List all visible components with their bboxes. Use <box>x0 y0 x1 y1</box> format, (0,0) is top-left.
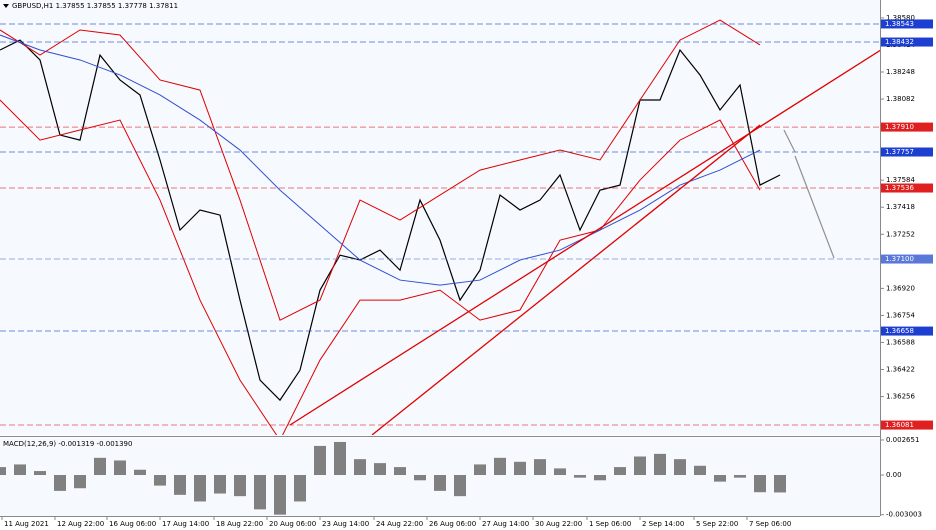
histogram-bar <box>554 468 566 476</box>
x-tick-label: 1 Sep 06:00 <box>589 520 631 528</box>
histogram-bar <box>374 463 386 476</box>
annotations <box>289 49 880 435</box>
y-tick-label: 1.36920 <box>886 284 915 292</box>
level-label: 1.37536 <box>885 184 914 192</box>
histogram-bar <box>494 457 506 476</box>
y-tick-label: 1.38580 <box>886 14 915 22</box>
y-tick-label: 1.36422 <box>886 366 915 374</box>
histogram-bar <box>254 475 266 510</box>
histogram-bar <box>634 456 646 476</box>
chart-title: GBPUSD,H1 1.37855 1.37855 1.37778 1.3781… <box>12 2 178 10</box>
histogram-bar <box>474 464 486 476</box>
histogram-bar <box>234 475 246 497</box>
x-tick-label: 11 Aug 2021 <box>4 520 49 528</box>
histogram-bar <box>614 467 626 476</box>
x-tick-label: 12 Aug 22:00 <box>57 520 104 528</box>
histogram-bar <box>274 475 286 515</box>
level-label: 1.36658 <box>885 327 914 335</box>
x-tick-label: 7 Sep 06:00 <box>749 520 791 528</box>
histogram-bar <box>154 475 166 486</box>
histogram-bar <box>754 475 766 493</box>
histogram-bar <box>434 475 446 491</box>
histogram-bar <box>354 459 366 476</box>
level-label: 1.37100 <box>885 255 914 263</box>
level-label: 1.36081 <box>885 421 914 429</box>
y-tick-label: 0.00 <box>886 471 902 479</box>
x-tick-label: 26 Aug 06:00 <box>429 520 476 528</box>
histogram-bar <box>334 441 346 476</box>
histogram-bar <box>514 461 526 476</box>
level-box <box>881 122 933 132</box>
level-box <box>881 37 933 47</box>
trend-line <box>371 124 761 435</box>
x-tick-label: 24 Aug 22:00 <box>376 520 423 528</box>
histogram-bar <box>774 475 786 493</box>
level-label: 1.37757 <box>885 148 914 156</box>
level-box <box>881 19 933 29</box>
level-box <box>881 147 933 157</box>
histogram-bar <box>54 475 66 491</box>
y-tick-label: 0.002651 <box>886 436 919 444</box>
y-tick-label: 1.36256 <box>886 393 915 401</box>
histogram-bar <box>534 459 546 476</box>
histogram-bar <box>314 445 326 476</box>
histogram-bar <box>74 475 86 489</box>
series-line <box>0 39 781 402</box>
y-tick-label: 1.37584 <box>886 176 915 184</box>
histogram-bar <box>414 475 426 481</box>
trend-line <box>289 49 880 426</box>
y-tick-label: 1.36588 <box>886 338 915 346</box>
histogram-bar <box>0 467 6 476</box>
y-tick-label: 1.37418 <box>886 203 915 211</box>
level-box <box>881 183 933 193</box>
plot-area <box>0 441 786 515</box>
histogram-bar <box>94 457 106 476</box>
x-tick-label: 30 Aug 22:00 <box>535 520 582 528</box>
x-tick-label: 23 Aug 14:00 <box>322 520 369 528</box>
histogram-bar <box>214 475 226 494</box>
y-tick-label: 1.36754 <box>886 311 915 319</box>
histogram-bar <box>394 467 406 476</box>
x-tick-label: 17 Aug 14:00 <box>162 520 209 528</box>
main-panel <box>0 0 880 435</box>
histogram-bar <box>734 475 746 478</box>
histogram-bar <box>694 465 706 476</box>
arrow-line <box>783 129 796 153</box>
histogram-bar <box>14 464 26 476</box>
histogram-bar <box>674 459 686 476</box>
histogram-bar <box>714 475 726 482</box>
y-tick-label: 1.38082 <box>886 95 915 103</box>
y-tick-label: 1.37252 <box>886 230 915 238</box>
histogram-bar <box>454 475 466 497</box>
histogram-bar <box>294 475 306 502</box>
level-label: 1.37910 <box>885 123 914 131</box>
level-box <box>881 254 933 264</box>
histogram-bar <box>34 471 46 476</box>
histogram-bar <box>114 460 126 476</box>
series-line <box>0 34 761 286</box>
y-tick-label: -0.003003 <box>886 511 922 519</box>
arrow-line <box>794 155 835 259</box>
histogram-bar <box>174 475 186 495</box>
collapse-icon <box>3 4 9 8</box>
level-label: 1.38543 <box>885 20 914 28</box>
histogram-bar <box>574 475 586 478</box>
x-tick-label: 2 Sep 14:00 <box>642 520 684 528</box>
histogram-bar <box>654 453 666 476</box>
histogram-bar <box>134 469 146 476</box>
x-tick-label: 5 Sep 22:00 <box>696 520 738 528</box>
chart-title: MACD(12,26,9) -0.001319 -0.001390 <box>3 440 132 448</box>
level-label: 1.38432 <box>885 38 914 46</box>
x-tick-label: 16 Aug 06:00 <box>109 520 156 528</box>
x-tick-label: 18 Aug 22:00 <box>216 520 263 528</box>
x-tick-label: 20 Aug 06:00 <box>269 520 316 528</box>
x-tick-label: 27 Aug 14:00 <box>482 520 529 528</box>
level-box <box>881 420 933 430</box>
y-tick-label: 1.38248 <box>886 68 915 76</box>
level-box <box>881 326 933 336</box>
histogram-bar <box>594 475 606 481</box>
histogram-bar <box>194 475 206 502</box>
